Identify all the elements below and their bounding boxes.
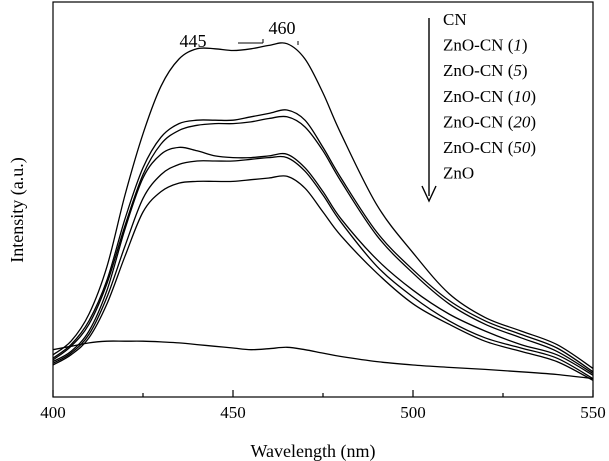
x-tick-label: 500 [400,403,426,422]
legend-entry-suffix: ) [530,138,536,157]
legend-entry: ZnO-CN (50) [443,138,536,157]
legend-entry-prefix: ZnO-CN ( [443,36,514,55]
legend-entry-number: 5 [513,61,522,80]
series-curves [52,42,594,381]
legend-entry-number: 20 [513,112,531,131]
x-tick-label: 400 [40,403,66,422]
axes: 400 450 500 550 [40,1,606,422]
legend-entry-prefix: ZnO-CN ( [443,87,514,106]
legend-entry-prefix: ZnO-CN ( [443,138,514,157]
legend-entry: ZnO-CN (10) [443,87,536,106]
legend-entry-number: 50 [513,138,531,157]
legend-entry-prefix: CN [443,10,467,29]
peak-label-445: 445 [180,31,207,51]
series-line-3 [52,115,594,375]
legend-entry: ZnO-CN (20) [443,112,536,131]
y-axis-label: Intensity (a.u.) [7,157,28,262]
legend-entry: ZnO-CN (1) [443,36,528,55]
series-line-7 [52,340,594,380]
series-line-1 [52,42,594,369]
legend-entry-prefix: ZnO-CN ( [443,112,514,131]
x-axis-label: Wavelength (nm) [250,441,375,461]
legend-entry-suffix: ) [530,87,536,106]
x-tick-label: 450 [220,403,246,422]
legend-arrow-head [421,185,437,203]
series-line-4 [52,146,594,376]
series-line-5 [52,155,594,380]
legend-entry: ZnO [443,164,474,183]
legend-entry-suffix: ) [522,36,528,55]
series-line-6 [52,175,594,381]
legend-entry-prefix: ZnO-CN ( [443,61,514,80]
legend-entry-suffix: ) [522,61,528,80]
legend-entry-number: 10 [513,87,531,106]
legend-entry-number: 1 [513,36,522,55]
peak-label-460: 460 [269,18,296,38]
legend-entry-prefix: ZnO [443,164,474,183]
peak-annotations: 445 460 [180,18,299,51]
legend-entry: CN [443,10,467,29]
legend-entry-suffix: ) [530,112,536,131]
legend-entry: ZnO-CN (5) [443,61,528,80]
x-tick-label: 550 [580,403,606,422]
series-line-2 [52,109,594,373]
